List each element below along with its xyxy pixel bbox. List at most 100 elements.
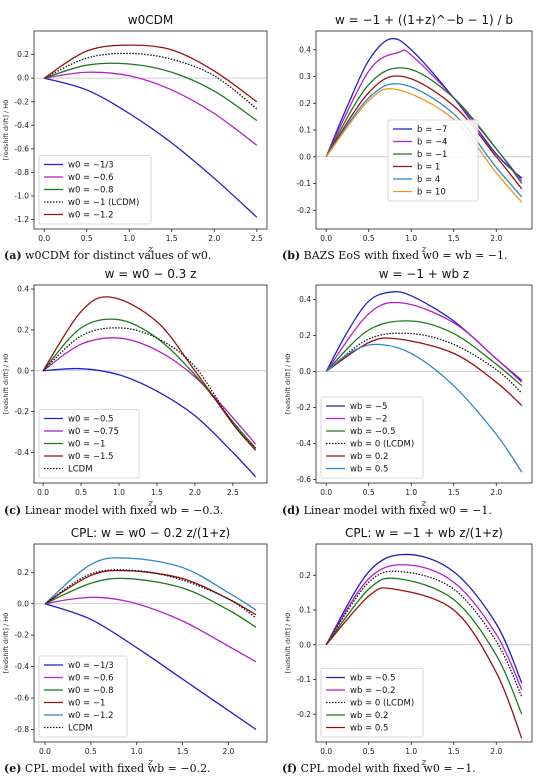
legend-label: w0 = −1: [68, 440, 105, 450]
series-line-4: [43, 52, 258, 110]
x-tick-label: 0.0: [39, 747, 51, 756]
series-line-6: [44, 569, 257, 619]
x-tick-label: 0.5: [81, 234, 93, 243]
y-tick-label: -0.6: [14, 144, 29, 153]
series-line-3: [325, 67, 523, 184]
series-line-3: [325, 570, 523, 698]
x-tick-label: 1.5: [151, 488, 163, 497]
series-line-5: [43, 44, 258, 103]
legend-box: [387, 119, 479, 202]
y-axis-label: [redshift drift] / H0: [2, 100, 10, 161]
y-tick-label: -0.4: [296, 439, 311, 448]
series-line-6: [325, 88, 523, 203]
series-line-5: [325, 337, 523, 407]
legend-label: wb = 0.2: [350, 711, 388, 721]
x-tick-label: 1.0: [405, 488, 417, 497]
caption-c-letter: (c): [4, 504, 22, 517]
x-tick-label: 2.0: [490, 234, 502, 243]
chart-title: CPL: w = w0 − 0.2 z/(1+z): [71, 526, 230, 540]
legend-box: [38, 655, 128, 738]
legend: wb = −0.5 wb = −0.2 wb = 0 (LCDM) wb = 0.2 w…: [320, 668, 424, 738]
legend-label: wb = 0.5: [350, 465, 388, 475]
x-tick-label: 0.5: [85, 747, 97, 756]
legend: wb = −5 wb = −2 wb = −0.5 wb = 0 (LCDM) wb =…: [320, 396, 424, 479]
x-tick-label: 1.0: [113, 488, 125, 497]
y-tick-label: -0.4: [14, 121, 29, 130]
y-tick-label: 0.0: [299, 640, 311, 649]
x-axis-label: z: [421, 758, 427, 768]
legend-box: [38, 409, 140, 479]
caption-a: (a) w0CDM for distinct values of w0.: [4, 249, 211, 262]
series-line-1: [325, 37, 523, 179]
caption-a-letter: (a): [4, 249, 22, 262]
x-tick-label: 0.0: [38, 234, 50, 243]
legend-label: w0 = −1 (LCDM): [68, 198, 139, 208]
caption-d-letter: (d): [282, 504, 301, 517]
y-tick-label: 0.2: [17, 50, 29, 59]
x-axis-label: z: [147, 758, 153, 768]
series-line-5: [44, 557, 257, 611]
series-line-4: [325, 577, 523, 715]
caption-e: (e) CPL model with fixed wb = −0.2.: [4, 762, 211, 775]
y-axis-label: [redshift drift] / H0: [284, 354, 292, 415]
x-axis-label: z: [421, 245, 427, 255]
caption-b: (b) BAZS EoS with fixed w0 = wb = −1.: [282, 249, 508, 262]
x-tick-label: 1.5: [448, 747, 460, 756]
x-tick-label: 1.5: [448, 234, 460, 243]
chart-title: CPL: w = −1 + wb z/(1+z): [345, 526, 503, 540]
legend-label: w0 = −1.2: [68, 211, 114, 221]
y-axis-label: [redshift drift] / H0: [284, 613, 292, 674]
x-tick-label: 0.0: [320, 747, 332, 756]
y-tick-label: 0.2: [17, 568, 29, 577]
x-tick-label: 0.0: [320, 488, 332, 497]
y-tick-label: 0.4: [17, 285, 29, 294]
legend: b = −7 b = −4 b = −1 b = 1 b = 4 b = 10: [387, 119, 479, 202]
legend-label: w0 = −0.6: [68, 674, 114, 684]
x-tick-label: 2.0: [223, 747, 235, 756]
legend-label: b = −4: [417, 138, 447, 148]
x-tick-label: 1.0: [123, 234, 135, 243]
y-tick-label: 0.2: [299, 99, 311, 108]
y-tick-label: -0.4: [14, 662, 29, 671]
legend-label: wb = −0.5: [350, 427, 396, 437]
chart-panel-2: 0.0 0.5 1.0 1.5 2.0 -0.2 -0.1 0.0 0.1 0.2 0.3 0.4 z w…: [296, 13, 533, 255]
series-line-1: [325, 553, 523, 684]
y-tick-label: -1.0: [14, 192, 29, 201]
series-line-2: [42, 337, 257, 445]
x-tick-label: 2.0: [189, 488, 201, 497]
x-tick-label: 2.0: [490, 747, 502, 756]
series-line-5: [42, 327, 257, 449]
y-tick-label: 0.4: [299, 45, 311, 54]
series-line-1: [44, 77, 258, 218]
y-tick-label: 0.2: [299, 331, 311, 340]
y-tick-label: 0.0: [299, 152, 311, 161]
x-axis-label: z: [147, 499, 153, 509]
y-tick-label: 0.3: [299, 72, 311, 81]
legend-label: w0 = −0.75: [68, 427, 119, 437]
caption-d-text: Linear model with fixed w0 = −1.: [303, 504, 492, 517]
x-tick-label: 0.0: [37, 488, 49, 497]
y-tick-label: -1.2: [14, 215, 29, 224]
caption-e-text: CPL model with fixed wb = −0.2.: [24, 762, 211, 775]
series-line-1: [44, 603, 257, 730]
legend: w0 = −1/3 w0 = −0.6 w0 = −0.8 w0 = −1 (LCDM…: [38, 155, 152, 225]
caption-f-letter: (f): [282, 762, 298, 775]
x-tick-label: 1.5: [166, 234, 178, 243]
series-line-2: [325, 564, 523, 691]
y-tick-label: 0.2: [299, 571, 311, 580]
legend: w0 = −0.5 w0 = −0.75 w0 = −1 w0 = −1.5 LCDM: [38, 409, 140, 479]
chart-panel-4: 0.0 0.5 1.0 1.5 2.0 -0.6 -0.4 -0.2 0.0 0.2 0.4 z [re…: [284, 267, 533, 509]
series-line-5: [325, 83, 523, 198]
legend-label: w0 = −1: [68, 699, 105, 709]
x-tick-label: 0.0: [320, 234, 332, 243]
legend-label: wb = −5: [350, 402, 387, 412]
legend-label: wb = −2: [350, 415, 387, 425]
legend-label: wb = −0.5: [350, 674, 396, 684]
y-tick-label: -0.1: [296, 675, 311, 684]
caption-a-text: w0CDM for distinct values of w0.: [25, 249, 212, 262]
caption-d: (d) Linear model with fixed w0 = −1.: [282, 504, 492, 517]
legend-label: w0 = −1/3: [68, 161, 114, 171]
x-tick-label: 0.5: [75, 488, 87, 497]
y-tick-label: 0.0: [17, 599, 29, 608]
